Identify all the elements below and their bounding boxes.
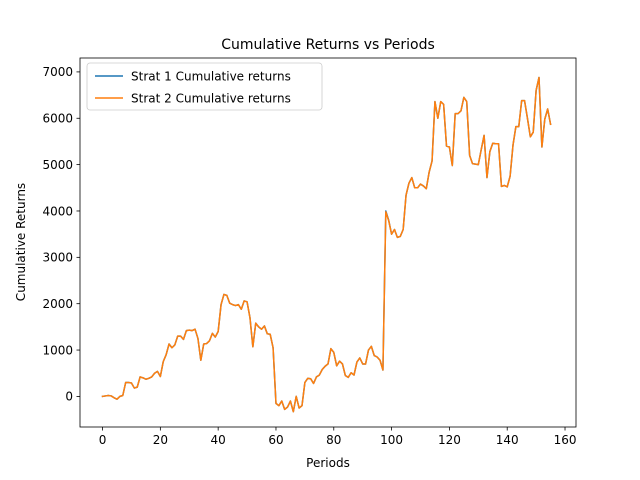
x-tick-label: 40 [211, 433, 226, 447]
y-tick-label: 6000 [42, 112, 73, 126]
x-tick-label: 60 [268, 433, 283, 447]
y-tick-label: 4000 [42, 204, 73, 218]
x-tick-label: 140 [496, 433, 519, 447]
x-tick-label: 100 [380, 433, 403, 447]
axes-layer: 0 20 40 60 80 100 120 140 160 0 1000 2000 3000 4000 50… [42, 57, 577, 447]
y-tick-label: 7000 [42, 65, 73, 79]
y-tick-label: 1000 [42, 343, 73, 357]
plot-frame [79, 57, 577, 428]
legend-label-1: Strat 1 Cumulative returns [131, 69, 291, 83]
series-line-2 [101, 76, 552, 413]
x-tick-label: 0 [99, 433, 107, 447]
x-tick-label: 160 [554, 433, 577, 447]
y-tick-label: 0 [65, 390, 73, 404]
x-tick-label: 120 [438, 433, 461, 447]
legend-box [86, 62, 323, 111]
legend: Strat 1 Cumulative returns Strat 2 Cumula… [86, 62, 323, 111]
series-layer [101, 76, 552, 413]
x-axis-label: Periods [306, 456, 350, 470]
x-tick-label: 80 [326, 433, 341, 447]
y-axis-label: Cumulative Returns [14, 183, 28, 301]
chart-title: Cumulative Returns vs Periods [221, 37, 435, 53]
x-tick-label: 20 [153, 433, 168, 447]
y-tick-label: 2000 [42, 297, 73, 311]
legend-label-2: Strat 2 Cumulative returns [131, 91, 291, 105]
y-tick-label: 3000 [42, 251, 73, 265]
y-tick-label: 5000 [42, 158, 73, 172]
